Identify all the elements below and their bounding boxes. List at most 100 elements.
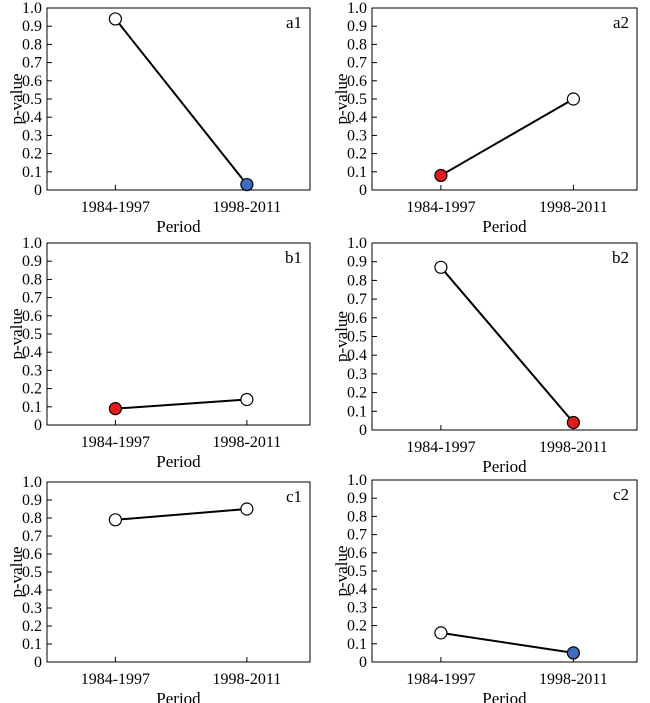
series-line <box>115 398 247 410</box>
y-tick-label: 0.8 <box>347 272 367 289</box>
y-tick-label: 0.7 <box>22 55 42 72</box>
data-point-open <box>240 392 254 407</box>
y-tick-label: 0.4 <box>347 347 367 364</box>
y-tick-label: 0.7 <box>347 527 367 544</box>
plot-frame <box>46 481 311 663</box>
y-tick-label: 0.9 <box>347 490 367 507</box>
y-tick-label: 0.9 <box>22 18 42 35</box>
y-tick-label: 0.1 <box>22 636 42 653</box>
x-tick-label: 1998-2011 <box>213 434 282 451</box>
y-tick-label: 0.1 <box>22 164 42 181</box>
y-tick-label: 0.5 <box>22 91 42 108</box>
panel-label: a2 <box>613 13 629 32</box>
y-tick-label: 0.8 <box>347 508 367 525</box>
x-axis-title: Period <box>482 689 527 703</box>
y-axis-title: p-value <box>7 309 26 360</box>
x-axis-title: Period <box>156 452 201 471</box>
y-axis-title: p-value <box>332 546 351 597</box>
y-tick-label: 0.3 <box>347 366 367 383</box>
data-point-red <box>566 415 581 430</box>
y-tick-label: 0.1 <box>22 399 42 416</box>
y-tick-label: 0.3 <box>347 599 367 616</box>
data-point-open <box>240 502 254 516</box>
y-tick-label: 1.0 <box>347 472 367 489</box>
chart-panel-b1: 00.10.2 0.30.40.50.60.7 0.80.91.0 1984-1997… <box>7 235 311 471</box>
y-tick-label: 0 <box>359 654 367 671</box>
y-axis-title: p-value <box>7 74 26 125</box>
y-tick-label: 0.3 <box>22 362 42 379</box>
data-point-open <box>108 12 122 26</box>
y-tick-label: 0.3 <box>22 127 42 144</box>
y-tick-label: 0.7 <box>22 290 42 307</box>
y-tick-label: 1.0 <box>347 235 367 252</box>
x-tick-label: 1984-1997 <box>81 671 150 688</box>
data-point-open <box>108 513 122 527</box>
chart-panel-a1: 00.10.2 0.30.40.50.60.7 0.80.91.0 1984-1997… <box>7 0 311 236</box>
y-axis-title: p-value <box>332 311 351 362</box>
y-tick-label: 0.4 <box>347 109 367 126</box>
y-tick-label: 0.9 <box>347 254 367 271</box>
x-tick-label: 1998-2011 <box>213 199 282 216</box>
chart-panel-a2: 00.10.2 0.30.40.50.60.7 0.80.91.0 1984-1997… <box>332 0 638 236</box>
x-tick-label: 1984-1997 <box>406 199 475 216</box>
y-tick-label: 0.9 <box>22 492 42 509</box>
x-tick-label: 1998-2011 <box>539 439 608 456</box>
y-tick-label: 0.8 <box>347 36 367 53</box>
x-tick-label: 1998-2011 <box>539 199 608 216</box>
y-tick-label: 0.6 <box>347 73 367 90</box>
panel-label: a1 <box>286 13 302 32</box>
data-point-open <box>434 260 448 274</box>
plot-frame <box>371 7 638 191</box>
y-tick-label: 1.0 <box>347 0 367 17</box>
y-tick-label: 0.8 <box>22 271 42 288</box>
series-line <box>440 98 574 177</box>
data-point-blue <box>566 646 581 660</box>
panel-label: c1 <box>286 487 302 506</box>
data-point-open <box>434 626 448 640</box>
y-tick-label: 0.5 <box>347 91 367 108</box>
x-tick-label: 1998-2011 <box>213 671 282 688</box>
y-tick-label: 0 <box>359 182 367 199</box>
chart-panel-c1: 00.10.20.30.40.50.60.70.80.91.0 1984-1997… <box>7 474 311 703</box>
y-tick-label: 0.7 <box>347 291 367 308</box>
panel-label: b2 <box>612 248 629 267</box>
y-tick-label: 0.7 <box>347 55 367 72</box>
y-tick-label: 0.6 <box>347 310 367 327</box>
plot-frame <box>371 242 638 431</box>
data-point-blue <box>240 177 254 192</box>
y-tick-label: 0 <box>359 422 367 439</box>
data-point-open <box>566 92 581 106</box>
series-line <box>440 266 575 424</box>
y-tick-label: 0 <box>34 654 42 671</box>
y-tick-label: 0.8 <box>22 36 42 53</box>
data-point-red <box>434 168 448 183</box>
x-tick-label: 1998-2011 <box>539 671 608 688</box>
x-axis-title: Period <box>156 217 201 236</box>
panel-label: c2 <box>613 485 629 504</box>
y-tick-label: 0.6 <box>22 73 42 90</box>
y-tick-label: 0.6 <box>347 545 367 562</box>
y-tick-label: 1.0 <box>22 235 42 252</box>
y-tick-label: 0.4 <box>22 344 42 361</box>
y-tick-label: 0.6 <box>22 546 42 563</box>
y-tick-label: 0.7 <box>22 528 42 545</box>
y-axis-title: p-value <box>7 547 26 598</box>
y-tick-label: 0.5 <box>347 329 367 346</box>
y-tick-label: 0.2 <box>347 385 367 402</box>
series-line <box>440 631 574 654</box>
y-axis-title: p-value <box>332 74 351 125</box>
y-tick-label: 0.5 <box>347 563 367 580</box>
x-axis-title: Period <box>482 217 527 236</box>
data-point-red <box>108 402 122 416</box>
y-tick-label: 0.5 <box>22 326 42 343</box>
y-tick-label: 0.2 <box>347 146 367 163</box>
y-tick-label: 0.2 <box>22 381 42 398</box>
y-tick-label: 0.2 <box>22 146 42 163</box>
y-tick-label: 1.0 <box>22 0 42 17</box>
y-tick-label: 0 <box>34 182 42 199</box>
y-tick-label: 0.2 <box>22 618 42 635</box>
y-tick-label: 0.1 <box>347 636 367 653</box>
x-tick-label: 1984-1997 <box>406 439 475 456</box>
chart-panel-c2: 00.10.2 0.30.40.50.60.7 0.80.91.0 1984-1997… <box>332 472 638 703</box>
